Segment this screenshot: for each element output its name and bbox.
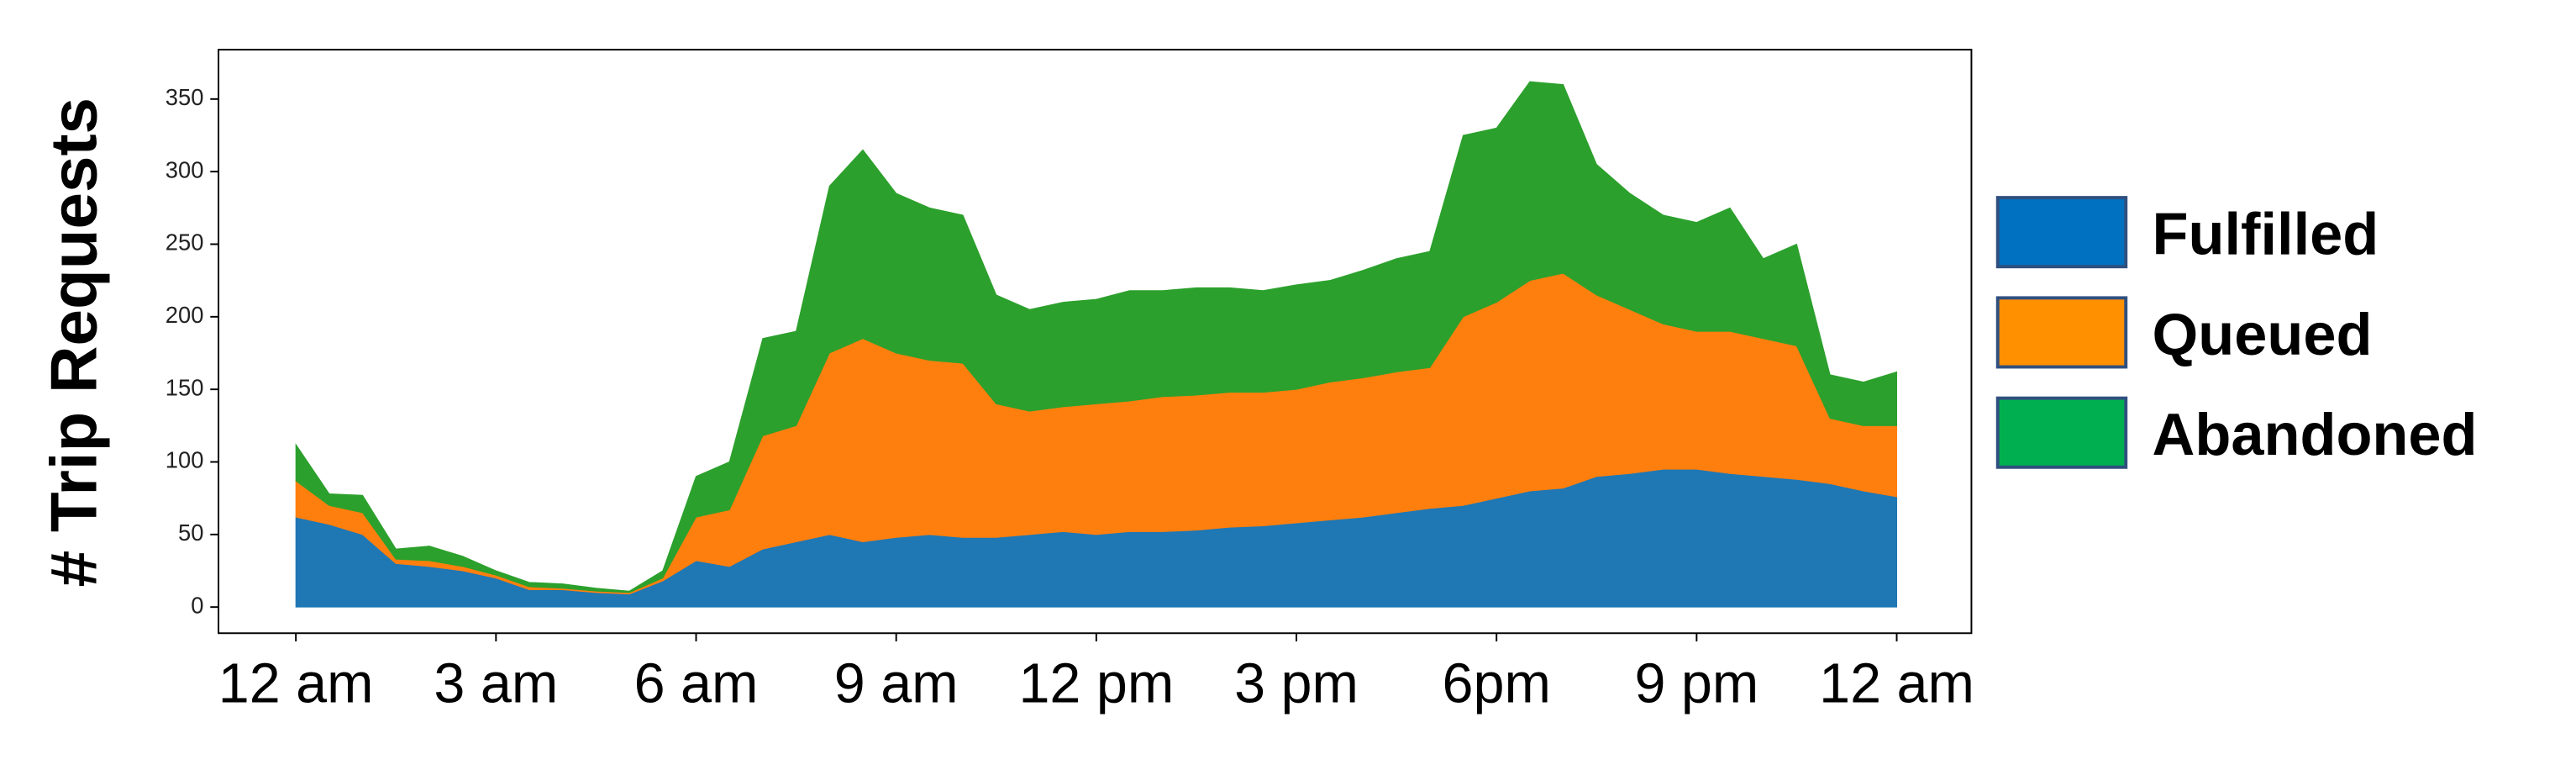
y-tick-label: 100: [166, 447, 204, 473]
legend-swatch: [1995, 196, 2128, 269]
x-tick-label: 9 pm: [1634, 652, 1759, 715]
y-tick-label: 350: [166, 84, 204, 110]
y-tick-label: 200: [166, 302, 204, 328]
legend-swatch: [1995, 396, 2128, 469]
area: [295, 81, 1898, 593]
legend-swatch: [1995, 296, 2128, 369]
x-tick-label: 6 am: [634, 652, 759, 715]
plot-frame: [218, 49, 1973, 635]
y-axis-label: # Trip Requests: [37, 98, 111, 587]
y-tick-label: 250: [166, 229, 204, 256]
x-tick-label: 3 pm: [1234, 652, 1359, 715]
x-tick-label: 6pm: [1443, 652, 1551, 715]
x-tick-label: 12 am: [218, 652, 374, 715]
legend-label: Fulfilled: [2153, 201, 2379, 267]
y-tick-label: 50: [178, 519, 203, 546]
y-tick-label: 300: [166, 156, 204, 182]
x-tick-label: 12 am: [1819, 652, 1974, 715]
legend-label: Abandoned: [2153, 401, 2478, 467]
x-tick-label: 12 pm: [1018, 652, 1174, 715]
y-tick-label: 0: [191, 592, 203, 618]
x-tick-label: 3 am: [434, 652, 558, 715]
x-tick-label: 9 am: [834, 652, 959, 715]
y-tick-label: 150: [166, 374, 204, 400]
legend-label: Queued: [2153, 301, 2373, 367]
